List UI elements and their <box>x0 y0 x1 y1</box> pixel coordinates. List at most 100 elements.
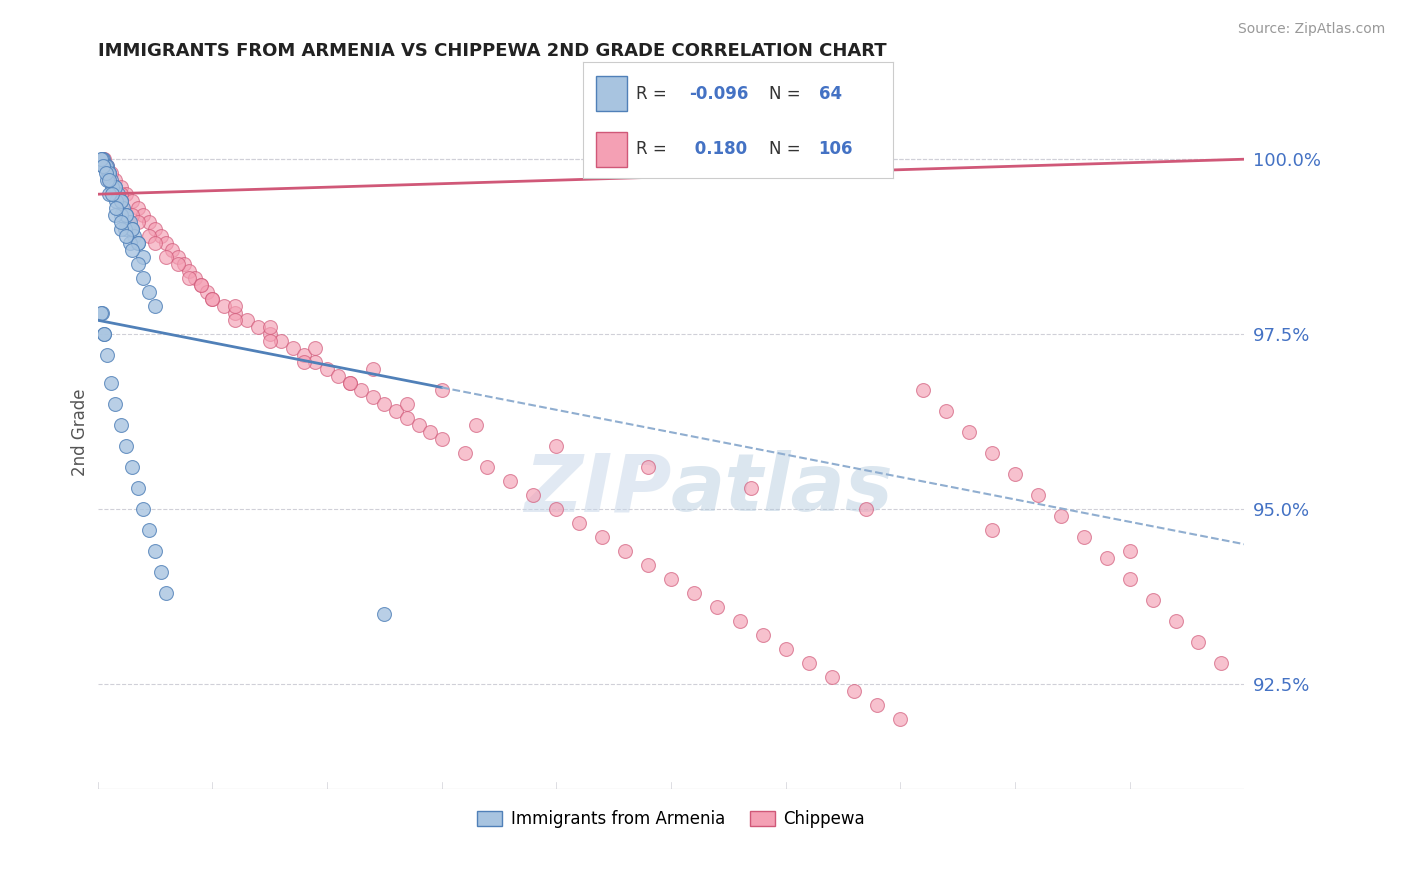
Point <box>706 600 728 615</box>
Point <box>114 222 136 236</box>
Point <box>637 558 659 573</box>
Point <box>138 523 160 537</box>
Y-axis label: 2nd Grade: 2nd Grade <box>72 388 89 476</box>
Point <box>190 278 212 293</box>
Point <box>1004 467 1026 482</box>
Point <box>127 481 149 495</box>
Point <box>419 425 441 440</box>
Point <box>190 278 212 293</box>
Point <box>740 481 762 495</box>
Point <box>104 173 127 187</box>
Point <box>201 292 224 306</box>
Point <box>98 166 121 180</box>
Point <box>259 334 281 349</box>
Point <box>499 474 522 488</box>
Point <box>91 159 114 173</box>
Point <box>127 236 149 251</box>
Point <box>224 299 246 313</box>
Point <box>247 320 270 334</box>
Point <box>957 425 980 440</box>
Point <box>1073 530 1095 544</box>
Point <box>91 152 114 166</box>
Point <box>127 215 149 229</box>
Point <box>728 614 751 628</box>
Point <box>155 236 177 251</box>
Point <box>138 215 160 229</box>
Point <box>104 397 127 411</box>
Legend: Immigrants from Armenia, Chippewa: Immigrants from Armenia, Chippewa <box>471 803 872 834</box>
Point <box>115 187 138 202</box>
Point <box>201 292 224 306</box>
Point <box>101 180 124 194</box>
Point <box>396 397 419 411</box>
Point <box>1142 593 1164 607</box>
Point <box>292 348 315 362</box>
Point <box>115 208 138 222</box>
Point <box>143 222 166 236</box>
Point <box>110 194 132 209</box>
Point <box>97 166 120 180</box>
Point <box>121 222 143 236</box>
Text: 0.180: 0.180 <box>689 140 747 159</box>
Point <box>91 152 114 166</box>
Point <box>107 187 129 202</box>
Point <box>430 432 453 446</box>
Point <box>104 208 127 222</box>
Point <box>132 502 155 516</box>
Point <box>361 390 384 404</box>
Point <box>259 320 281 334</box>
Point <box>361 362 384 376</box>
Point <box>138 285 160 300</box>
Point <box>96 173 118 187</box>
Point <box>659 572 682 586</box>
Point <box>93 327 115 342</box>
Point <box>104 201 127 215</box>
Point <box>844 684 866 698</box>
Point <box>96 159 118 173</box>
Point <box>591 530 613 544</box>
Point <box>373 397 395 411</box>
Point <box>121 194 143 209</box>
Point <box>1118 544 1140 558</box>
Point <box>775 642 797 657</box>
Point <box>430 383 453 397</box>
Point <box>121 244 143 258</box>
Point <box>93 152 115 166</box>
Point <box>270 334 292 349</box>
Point <box>637 460 659 475</box>
Point <box>91 159 114 173</box>
Point <box>98 187 121 202</box>
Point <box>797 657 820 671</box>
Point <box>127 257 149 271</box>
Point <box>179 271 201 285</box>
Text: IMMIGRANTS FROM ARMENIA VS CHIPPEWA 2ND GRADE CORRELATION CHART: IMMIGRANTS FROM ARMENIA VS CHIPPEWA 2ND … <box>97 42 886 60</box>
Point <box>155 586 177 600</box>
Text: N =: N = <box>769 85 806 103</box>
Point <box>259 327 281 342</box>
Point <box>546 439 568 453</box>
Point <box>384 404 406 418</box>
Point <box>179 264 201 278</box>
Point <box>304 341 326 355</box>
Point <box>981 446 1004 460</box>
Point <box>453 446 475 460</box>
Point <box>373 607 395 622</box>
Point <box>166 250 188 264</box>
Point <box>683 586 706 600</box>
Point <box>751 628 773 642</box>
Text: Source: ZipAtlas.com: Source: ZipAtlas.com <box>1237 22 1385 37</box>
Point <box>96 159 118 173</box>
Point <box>98 166 121 180</box>
Text: R =: R = <box>636 140 672 159</box>
Text: R =: R = <box>636 85 672 103</box>
Point <box>93 327 115 342</box>
Point <box>1118 572 1140 586</box>
Point <box>1026 488 1049 502</box>
Point <box>292 355 315 369</box>
Point <box>110 208 132 222</box>
Point <box>118 215 141 229</box>
Point <box>104 180 127 194</box>
Point <box>224 306 246 320</box>
Point <box>98 173 121 187</box>
Point <box>889 712 911 726</box>
